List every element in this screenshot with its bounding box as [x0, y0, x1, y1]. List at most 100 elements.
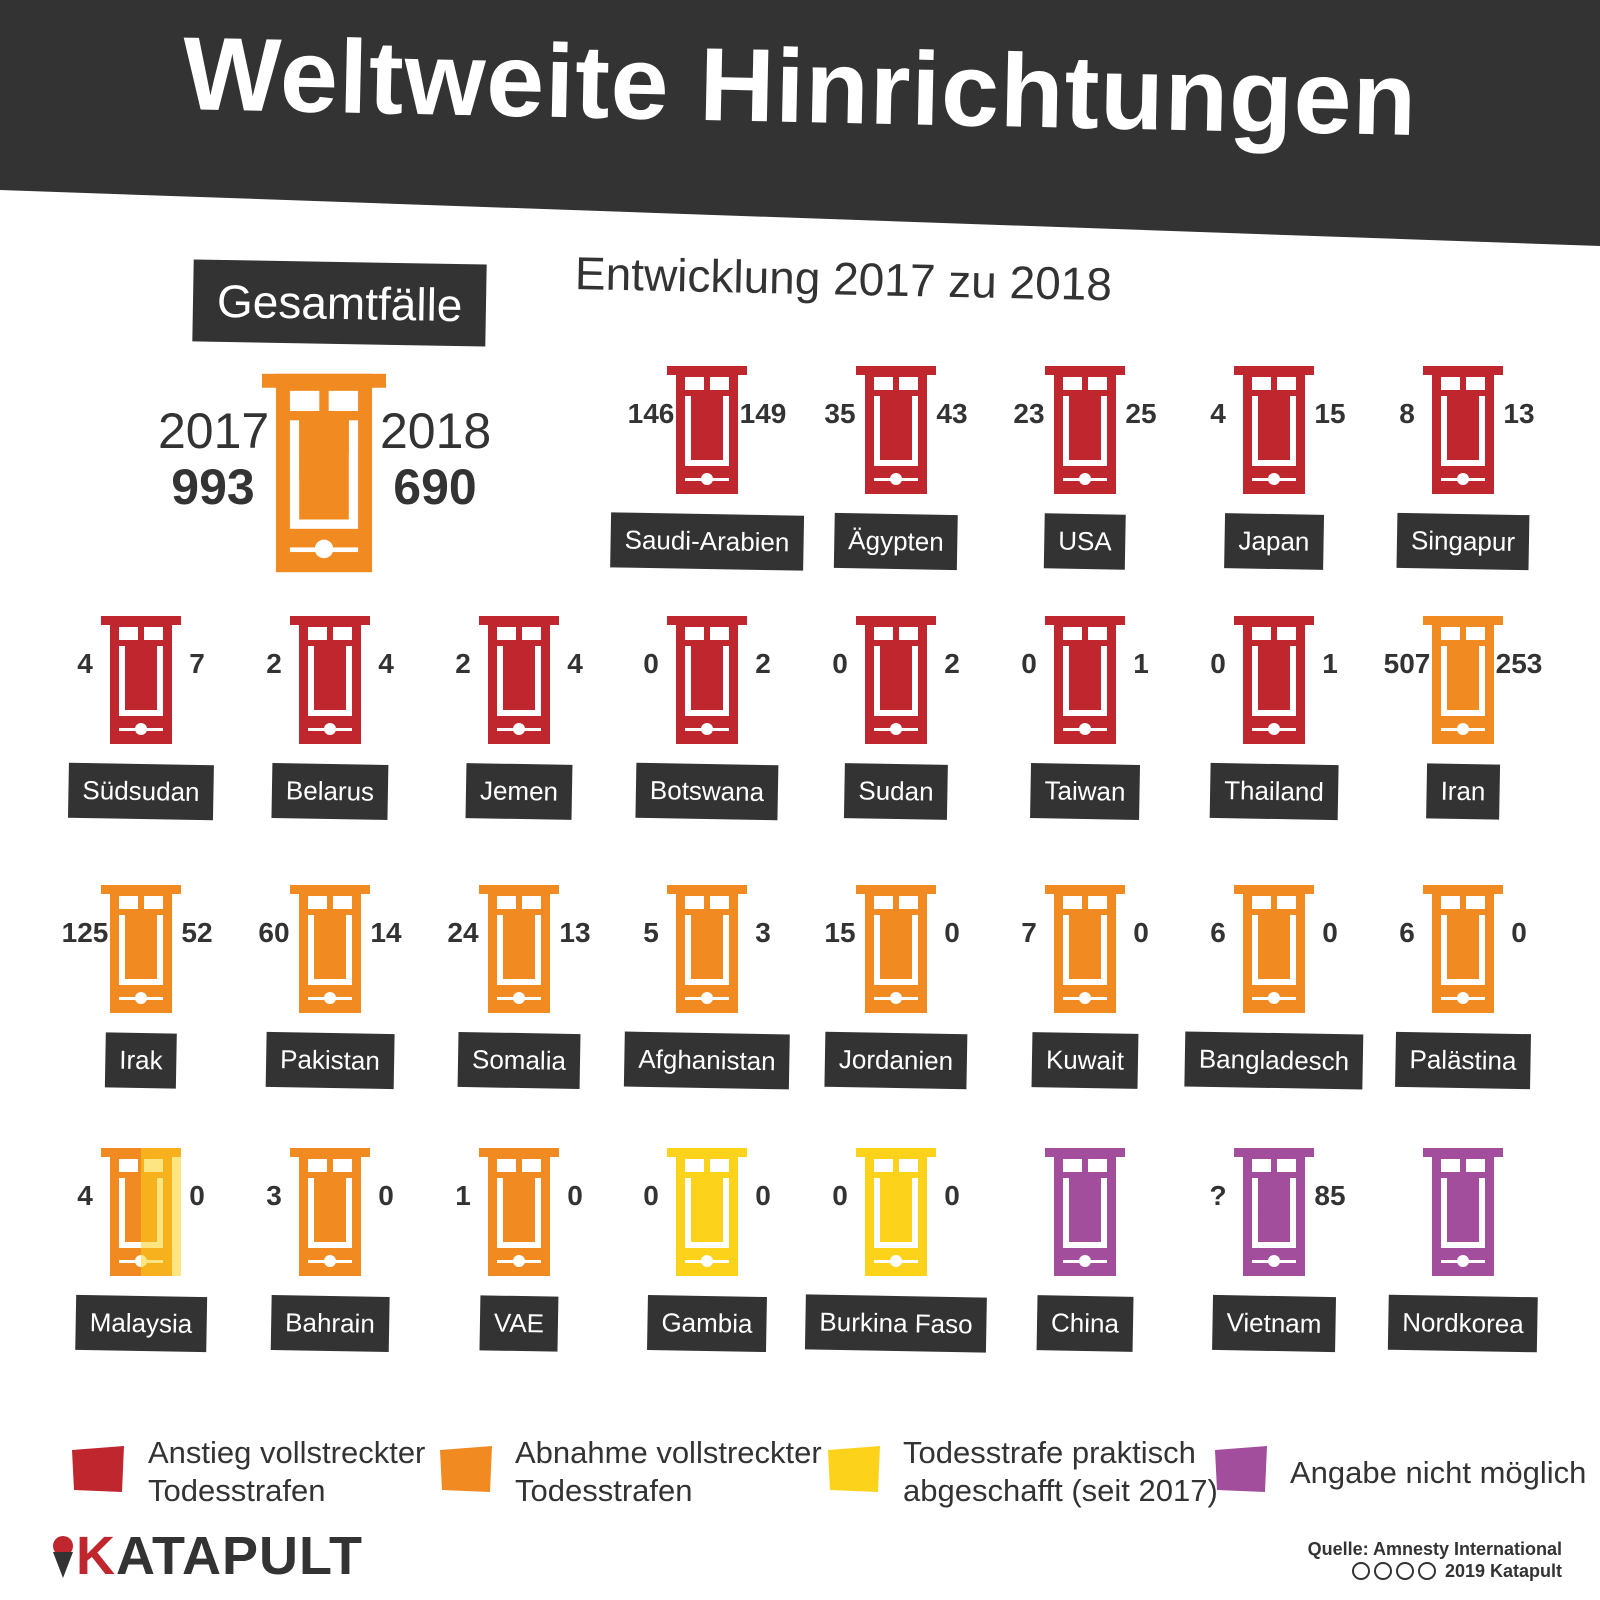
- country-label-vae: VAE: [479, 1295, 559, 1352]
- value-2018: 0: [378, 1180, 394, 1211]
- value-2018: 0: [1322, 917, 1338, 948]
- total-year-2017: 2017: [158, 403, 270, 459]
- value-2018: 2: [755, 648, 771, 679]
- guillotine-icon: [1423, 1148, 1503, 1276]
- guillotine-icon: [856, 366, 936, 494]
- value-2018: 0: [567, 1180, 583, 1211]
- guillotine-icon: [1234, 366, 1314, 494]
- legend-swatch-purple: [1215, 1446, 1267, 1492]
- value-2017: 4: [77, 1180, 93, 1211]
- legend-swatch-orange: [440, 1446, 492, 1492]
- value-2017: 6: [1399, 917, 1415, 948]
- country-label-singapur: Singapur: [1396, 512, 1530, 571]
- guillotine-icon: [1045, 885, 1125, 1013]
- legend-line: Todesstrafe praktisch: [903, 1435, 1196, 1470]
- guillotine-icon: [1234, 1148, 1314, 1276]
- title-banner: [0, 0, 1600, 246]
- value-2017: 3: [266, 1180, 282, 1211]
- value-2018: 0: [1133, 917, 1149, 948]
- country-label-usa: USA: [1043, 513, 1127, 570]
- country-label-ägypten: Ägypten: [833, 512, 959, 571]
- country-label-burkina-faso: Burkina Faso: [804, 1294, 988, 1353]
- value-2017: 4: [1210, 398, 1226, 429]
- value-2017: 0: [1210, 648, 1226, 679]
- guillotine-icon: [290, 885, 370, 1013]
- legend-swatch-red: [72, 1446, 124, 1492]
- country-label-bahrain: Bahrain: [270, 1294, 390, 1353]
- country-label-botswana: Botswana: [635, 762, 779, 821]
- country-label-südsudan: Südsudan: [67, 762, 215, 821]
- country-label-pakistan: Pakistan: [265, 1031, 395, 1090]
- country-label-china: China: [1036, 1295, 1134, 1352]
- value-2018: 4: [567, 648, 583, 679]
- total-year-2018: 2018: [380, 403, 492, 459]
- guillotine-icon: [1423, 885, 1503, 1013]
- value-2017: 6: [1210, 917, 1226, 948]
- guillotine-icon: [101, 1148, 181, 1276]
- value-2018: 13: [559, 917, 591, 948]
- guillotine-icon: [479, 1148, 559, 1276]
- copyright-text: 2019 Katapult: [1444, 1561, 1562, 1581]
- country-label-bangladesch: Bangladesch: [1184, 1031, 1364, 1090]
- legend-item-decrease: Abnahme vollstreckter Todesstrafen: [515, 1434, 822, 1510]
- value-2018: 7: [189, 648, 205, 679]
- value-2018: 4: [378, 648, 394, 679]
- value-2018: 253: [1495, 648, 1543, 679]
- cc-license-icons: [1351, 1562, 1436, 1580]
- value-2017: 24: [447, 917, 479, 948]
- value-2018: 85: [1314, 1180, 1346, 1211]
- country-label-afghanistan: Afghanistan: [623, 1031, 791, 1090]
- value-2018: 1: [1133, 648, 1149, 679]
- value-2017: 7: [1021, 917, 1037, 948]
- guillotine-icon: [1045, 366, 1125, 494]
- guillotine-icon: [290, 1148, 370, 1276]
- value-2017: 0: [643, 648, 659, 679]
- guillotine-icon: [101, 616, 181, 744]
- legend-line: Todesstrafen: [515, 1473, 693, 1508]
- country-label-nordkorea: Nordkorea: [1387, 1294, 1539, 1353]
- value-2017: 0: [832, 1180, 848, 1211]
- value-2018: 52: [181, 917, 213, 948]
- value-2017: 2: [266, 648, 282, 679]
- country-label-iran: Iran: [1426, 763, 1500, 820]
- license-line: 2019 Katapult: [1308, 1560, 1562, 1582]
- legend-line: Anstieg vollstreckter: [148, 1435, 426, 1470]
- guillotine-icon: [667, 616, 747, 744]
- value-2018: 149: [739, 398, 787, 429]
- country-label-saudi-arabien: Saudi-Arabien: [610, 512, 804, 571]
- source-line: Quelle: Amnesty International: [1307, 1539, 1562, 1559]
- country-label-gambia: Gambia: [647, 1294, 767, 1353]
- country-label-taiwan: Taiwan: [1030, 763, 1140, 820]
- value-2018: 2: [944, 648, 960, 679]
- legend-line: abgeschafft (seit 2017): [903, 1473, 1218, 1508]
- country-label-jordanien: Jordanien: [824, 1031, 968, 1090]
- value-2018: 15: [1314, 398, 1346, 429]
- value-2017: 8: [1399, 398, 1415, 429]
- value-2018: 0: [944, 1180, 960, 1211]
- value-2018: 3: [755, 917, 771, 948]
- guillotine-icon: [1423, 366, 1503, 494]
- value-2017: 35: [824, 398, 856, 429]
- brand-first-letter: K: [76, 1526, 116, 1586]
- legend-swatch-yellow: [828, 1446, 880, 1492]
- value-2018: 0: [944, 917, 960, 948]
- guillotine-icon: [1045, 1148, 1125, 1276]
- value-2018: 13: [1503, 398, 1535, 429]
- country-label-sudan: Sudan: [843, 763, 949, 820]
- value-2017: 15: [824, 917, 856, 948]
- value-2017: 0: [832, 648, 848, 679]
- guillotine-icon: [856, 616, 936, 744]
- country-label-jemen: Jemen: [465, 763, 573, 820]
- legend-item-unknown: Angabe nicht möglich: [1290, 1454, 1586, 1492]
- value-2018: 25: [1125, 398, 1157, 429]
- brand-rest: ATAPULT: [116, 1526, 363, 1586]
- total-count-2017: 993: [171, 459, 255, 515]
- guillotine-icon: [1045, 616, 1125, 744]
- value-2017: 4: [77, 648, 93, 679]
- guillotine-icon: [1234, 885, 1314, 1013]
- page-subtitle: Entwicklung 2017 zu 2018: [574, 247, 1113, 311]
- ice-cream-icon: [53, 1536, 73, 1578]
- guillotine-icon: [1423, 616, 1503, 744]
- value-2018: 43: [936, 398, 968, 429]
- guillotine-icon: [101, 885, 181, 1013]
